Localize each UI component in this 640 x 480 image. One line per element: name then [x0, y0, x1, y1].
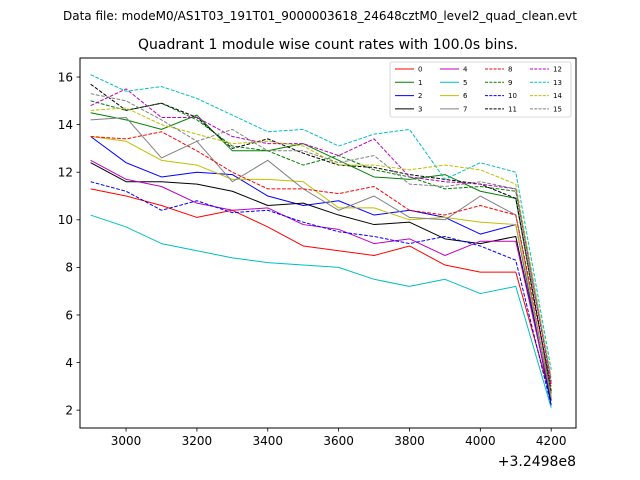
legend-label-5: 5: [463, 79, 467, 87]
legend-label-13: 13: [553, 79, 562, 87]
y-tick-label: 16: [58, 70, 73, 84]
legend-label-15: 15: [553, 105, 562, 113]
legend-label-14: 14: [553, 92, 562, 100]
x-tick-label: 3800: [394, 434, 425, 448]
legend-label-2: 2: [418, 92, 422, 100]
x-tick-label: 3200: [182, 434, 213, 448]
series-line-6: [90, 136, 552, 396]
y-tick-label: 12: [58, 166, 73, 180]
y-tick-label: 10: [58, 213, 73, 227]
plot-area: [80, 58, 576, 428]
legend-label-12: 12: [553, 66, 562, 74]
series-layer: [90, 74, 552, 408]
legend-label-6: 6: [463, 92, 468, 100]
series-line-7: [90, 116, 552, 399]
series-line-10: [90, 181, 552, 406]
series-line-13: [90, 74, 552, 370]
legend-label-8: 8: [508, 66, 512, 74]
legend-label-4: 4: [463, 66, 468, 74]
series-line-14: [90, 107, 552, 377]
y-tick-label: 14: [58, 118, 73, 132]
legend-label-1: 1: [418, 79, 422, 87]
x-tick-label: 3400: [252, 434, 283, 448]
legend-label-3: 3: [418, 105, 422, 113]
legend-label-11: 11: [508, 105, 517, 113]
x-offset-label: +3.2498e8: [498, 454, 576, 470]
series-line-0: [90, 188, 552, 399]
y-tick-label: 8: [65, 261, 73, 275]
chart-title: Quadrant 1 module wise count rates with …: [138, 37, 518, 53]
series-line-2: [90, 136, 552, 406]
series-line-3: [90, 162, 552, 401]
data-file-label: Data file: modeM0/AS1T03_191T01_90000036…: [63, 9, 577, 23]
y-tick-label: 4: [65, 356, 73, 370]
legend-label-0: 0: [418, 66, 422, 74]
x-tick-label: 4000: [465, 434, 496, 448]
legend-box: [389, 61, 572, 118]
axes-frame: [79, 57, 577, 429]
legend-label-9: 9: [508, 79, 512, 87]
legend-label-7: 7: [463, 105, 467, 113]
legend-label-10: 10: [508, 92, 517, 100]
x-tick-label: 3000: [111, 434, 142, 448]
series-line-12: [90, 88, 552, 385]
series-line-1: [90, 112, 552, 394]
y-tick-label: 2: [65, 403, 73, 417]
y-tick-label: 6: [65, 308, 73, 322]
series-line-8: [90, 131, 552, 387]
x-tick-label: 3600: [323, 434, 354, 448]
series-line-15: [90, 93, 552, 380]
x-tick-label: 4200: [536, 434, 567, 448]
series-line-5: [90, 214, 552, 408]
